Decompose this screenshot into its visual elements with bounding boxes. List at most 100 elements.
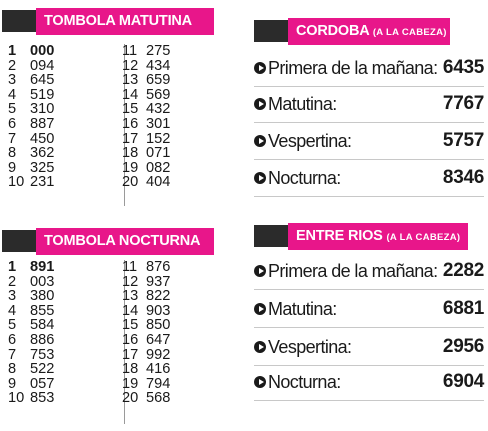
table-row: 1 891 11 876 — [8, 260, 206, 275]
play-circle-icon — [254, 303, 266, 315]
play-circle-icon — [254, 135, 266, 147]
position-cell: 13 — [122, 72, 139, 89]
draw-value: 6435 — [442, 57, 484, 78]
column-divider — [124, 260, 125, 424]
draw-label: Matutina: — [268, 299, 337, 319]
position-cell: 2 — [8, 57, 17, 74]
position-cell: 15 — [122, 317, 139, 334]
table-row: 6 886 16 647 — [8, 333, 206, 348]
number-cell: 522 — [30, 361, 55, 378]
number-cell: 992 — [146, 346, 171, 363]
position-cell: 2 — [8, 273, 17, 290]
title-dark-bar — [254, 225, 288, 247]
position-cell: 1 — [8, 43, 17, 59]
entre-rios-title-main: ENTRE RIOS — [296, 228, 383, 244]
number-cell: 850 — [146, 317, 171, 334]
position-cell: 16 — [122, 115, 139, 132]
number-cell: 887 — [30, 115, 55, 132]
draw-label: Nocturna: — [268, 168, 341, 188]
table-row: 10 231 20 404 — [8, 175, 206, 190]
number-cell: 000 — [30, 43, 55, 59]
number-cell: 094 — [30, 57, 55, 74]
tombola-nocturna-title: TOMBOLA NOCTURNA — [36, 228, 214, 255]
table-row: 2 003 12 937 — [8, 273, 206, 290]
number-cell: 416 — [146, 361, 171, 378]
number-cell: 753 — [30, 346, 55, 363]
number-cell: 450 — [30, 130, 55, 147]
entre-rios-panel: ENTRE RIOS (A LA CABEZA) Primera de la m… — [254, 212, 488, 431]
position-cell: 17 — [122, 130, 139, 147]
table-row: 3 645 13 659 — [8, 73, 206, 88]
table-row: 7 450 17 152 — [8, 130, 206, 147]
table-row: 8 522 18 416 — [8, 362, 206, 377]
number-cell: 380 — [30, 288, 55, 305]
table-row: 3 380 13 822 — [8, 289, 206, 304]
draw-row-nocturna: Nocturna: 8346 — [254, 163, 484, 197]
number-cell: 822 — [146, 288, 171, 305]
number-cell: 647 — [146, 331, 171, 348]
column-divider — [124, 44, 125, 206]
position-cell: 16 — [122, 331, 139, 348]
number-cell: 362 — [30, 145, 55, 162]
draw-label: Nocturna: — [268, 372, 341, 392]
position-cell: 13 — [122, 288, 139, 305]
position-cell: 9 — [8, 159, 17, 176]
number-cell: 275 — [146, 43, 171, 59]
draw-value: 7767 — [442, 93, 484, 114]
draw-value: 6904 — [442, 371, 484, 392]
table-row: 1 000 11 275 — [8, 44, 206, 59]
table-row: 5 310 15 432 — [8, 102, 206, 117]
table-row: 7 753 17 992 — [8, 346, 206, 363]
tombola-nocturna-panel: TOMBOLA NOCTURNA 1 891 11 876 2 003 12 9… — [0, 222, 240, 431]
draw-label: Primera de la mañana: — [268, 58, 438, 78]
table-row: 10 853 20 568 — [8, 391, 206, 406]
number-cell: 003 — [30, 273, 55, 290]
table-row: 4 519 14 569 — [8, 88, 206, 103]
position-cell: 7 — [8, 346, 17, 363]
position-cell: 3 — [8, 72, 17, 89]
number-cell: 645 — [30, 72, 55, 89]
position-cell: 20 — [122, 174, 139, 191]
position-cell: 7 — [8, 130, 17, 147]
table-row: 6 887 16 301 — [8, 117, 206, 132]
number-cell: 057 — [30, 375, 55, 392]
position-cell: 10 — [8, 174, 25, 191]
position-cell: 10 — [8, 390, 25, 407]
play-circle-icon — [254, 62, 266, 74]
number-cell: 404 — [146, 174, 171, 191]
position-cell: 19 — [122, 159, 139, 176]
draw-value: 6881 — [442, 298, 484, 319]
number-cell: 853 — [30, 390, 55, 407]
position-cell: 6 — [8, 115, 17, 132]
title-dark-bar — [2, 10, 36, 32]
draw-row-vespertina: Vespertina: 5757 — [254, 126, 484, 160]
position-cell: 3 — [8, 288, 17, 305]
position-cell: 20 — [122, 390, 139, 407]
play-circle-icon — [254, 341, 266, 353]
table-row: 9 057 19 794 — [8, 377, 206, 392]
entre-rios-title-subtitle: (A LA CABEZA) — [386, 232, 461, 243]
number-cell: 432 — [146, 101, 171, 118]
table-row: 5 584 15 850 — [8, 318, 206, 333]
number-cell: 434 — [146, 57, 171, 74]
position-cell: 17 — [122, 346, 139, 363]
position-cell: 18 — [122, 145, 139, 162]
position-cell: 5 — [8, 101, 17, 118]
number-cell: 325 — [30, 159, 55, 176]
play-circle-icon — [254, 376, 266, 388]
position-cell: 14 — [122, 86, 139, 103]
number-cell: 301 — [146, 115, 171, 132]
number-cell: 569 — [146, 86, 171, 103]
draw-label: Vespertina: — [268, 131, 352, 151]
position-cell: 4 — [8, 302, 17, 319]
draw-value: 2282 — [442, 260, 484, 281]
number-cell: 903 — [146, 302, 171, 319]
draw-value: 2956 — [442, 336, 484, 357]
draw-row-nocturna: Nocturna: 6904 — [254, 367, 484, 401]
table-row: 2 094 12 434 — [8, 57, 206, 74]
cordoba-title-subtitle: (A LA CABEZA) — [372, 27, 447, 38]
number-cell: 082 — [146, 159, 171, 176]
table-row: 4 855 14 903 — [8, 304, 206, 319]
position-cell: 14 — [122, 302, 139, 319]
table-row: 8 362 18 071 — [8, 146, 206, 161]
